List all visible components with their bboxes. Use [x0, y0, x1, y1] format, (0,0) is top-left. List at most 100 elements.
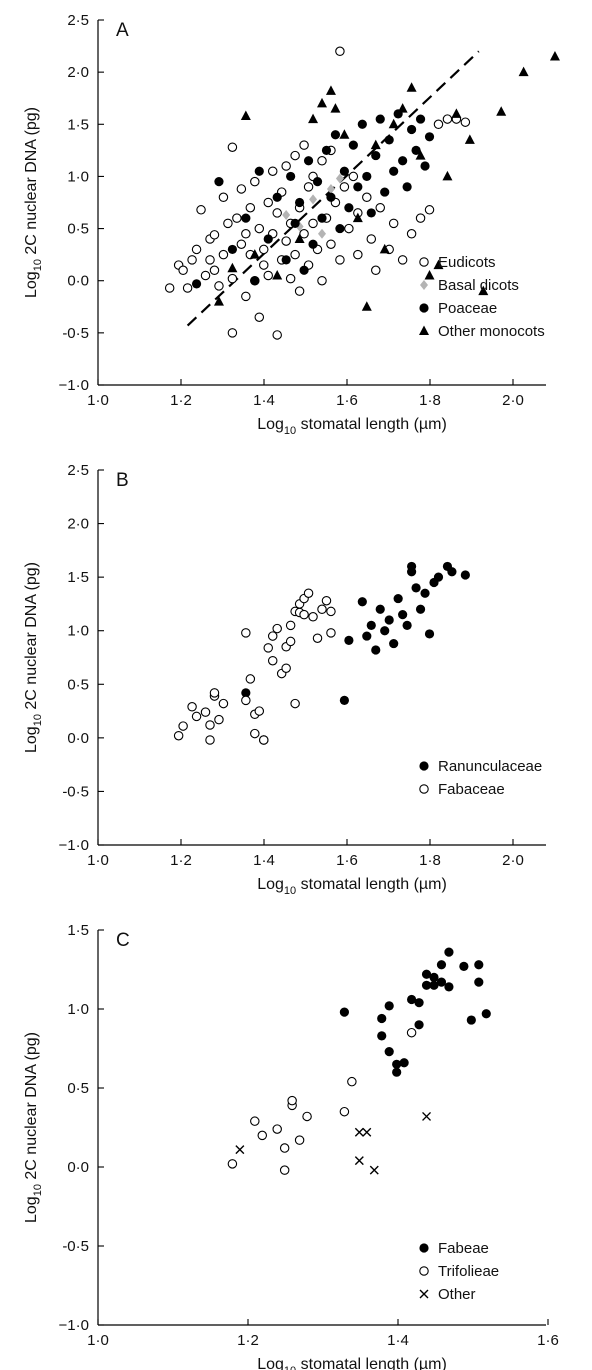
data-point	[460, 570, 470, 580]
data-point	[411, 145, 421, 155]
legend-label: Basal dicots	[438, 277, 519, 294]
data-point	[254, 312, 265, 322]
legend-label: Other monocots	[438, 323, 545, 340]
data-point	[414, 1020, 424, 1030]
data-point	[309, 194, 318, 205]
data-point	[218, 698, 229, 709]
data-point	[344, 223, 354, 234]
data-point	[250, 728, 260, 739]
data-point	[218, 249, 229, 260]
data-point	[399, 1058, 409, 1068]
data-point	[474, 977, 484, 987]
data-point	[187, 255, 197, 265]
data-point	[241, 628, 251, 638]
data-point	[294, 286, 305, 296]
legend-marker	[419, 1243, 429, 1253]
y-tick-label: 0·0	[67, 273, 89, 290]
y-tick-label: 0·5	[67, 676, 89, 693]
data-point	[474, 960, 484, 970]
data-point	[267, 655, 278, 666]
data-point	[361, 301, 372, 311]
data-point	[326, 239, 336, 249]
data-point	[312, 177, 323, 187]
data-point	[303, 588, 314, 598]
data-point	[326, 192, 336, 202]
data-point	[326, 183, 335, 194]
data-point	[290, 249, 300, 260]
data-point	[205, 735, 215, 745]
data-point	[464, 134, 475, 144]
x-tick-label: 1·8	[419, 392, 441, 409]
y-tick-label: 1·0	[67, 168, 89, 185]
data-point	[196, 205, 206, 215]
data-point	[379, 243, 390, 254]
data-point	[187, 702, 197, 712]
data-point	[227, 1159, 238, 1169]
x-tick-label: 1·6	[336, 392, 358, 409]
legend-marker	[419, 1289, 429, 1299]
y-tick-label: 0·5	[67, 1080, 89, 1097]
data-point	[250, 1116, 260, 1126]
data-point	[366, 208, 376, 218]
data-point	[272, 1124, 282, 1134]
data-point	[286, 171, 296, 182]
data-point	[407, 994, 417, 1005]
data-point	[433, 119, 444, 130]
y-tick-label: 1·0	[67, 1001, 89, 1018]
data-point	[250, 276, 260, 286]
data-point	[335, 223, 345, 234]
data-point	[259, 244, 269, 255]
data-point	[279, 1165, 290, 1175]
data-point	[223, 218, 233, 229]
panel-a: −1·0 -0·5 0·0 0·5 1·0 1·5 2·0 2·5 1·0 1·2 1·4 1·6 1·…	[23, 12, 560, 437]
data-point	[353, 249, 363, 260]
data-point	[371, 645, 381, 655]
legend: Fabeae Trifolieae Other	[419, 1240, 499, 1303]
y-axis-label: Log10 2C nuclear DNA (pg)	[23, 1032, 44, 1223]
data-point	[290, 218, 300, 228]
data-point	[388, 118, 399, 129]
data-point	[415, 604, 426, 614]
y-tick-label: -0·5	[62, 1238, 89, 1255]
data-point	[344, 203, 354, 213]
x-tick-label: 1·0	[87, 1332, 109, 1349]
data-point	[436, 960, 447, 970]
data-point	[182, 283, 193, 293]
data-point	[213, 296, 224, 306]
data-point	[325, 85, 336, 95]
data-point	[406, 1027, 417, 1038]
data-point	[321, 145, 332, 155]
data-point	[397, 255, 408, 265]
series-basal-dicots	[282, 173, 344, 239]
y-tick-label: 0·0	[67, 730, 89, 747]
data-point	[259, 260, 269, 270]
data-point	[173, 730, 184, 741]
x-tick-label: 1·6	[537, 1332, 559, 1349]
data-point	[518, 66, 529, 77]
data-point	[214, 177, 224, 187]
data-point	[302, 1111, 312, 1122]
legend-label: Trifolieae	[438, 1263, 499, 1280]
data-point	[384, 1001, 394, 1011]
data-point	[339, 1106, 350, 1117]
y-tick-label: 0·5	[67, 221, 89, 238]
legend: Eudicots Basal dicots Poaceae Other monocot…	[419, 254, 545, 340]
data-point	[415, 150, 426, 160]
data-point	[424, 629, 435, 639]
data-point	[272, 208, 282, 218]
data-point	[444, 982, 454, 992]
data-point	[267, 166, 278, 176]
data-point	[200, 707, 211, 717]
series-eudicots	[164, 46, 471, 340]
data-point	[240, 110, 251, 120]
y-tick-label: 0·0	[67, 1159, 89, 1176]
data-point	[326, 628, 336, 638]
data-point	[335, 46, 345, 57]
x-tick-label: 1·6	[336, 852, 358, 869]
data-point	[209, 688, 220, 698]
data-point	[227, 273, 238, 284]
data-point	[299, 140, 309, 150]
data-point	[371, 150, 381, 161]
y-tick-label: −1·0	[59, 837, 89, 854]
series-fabeae	[339, 947, 491, 1077]
